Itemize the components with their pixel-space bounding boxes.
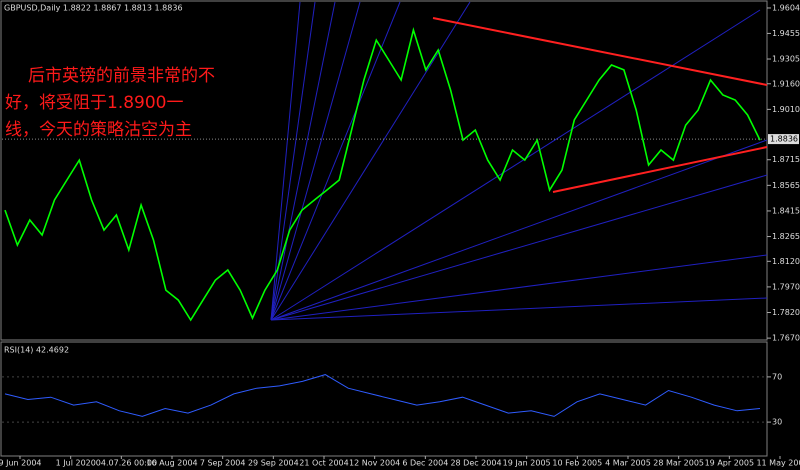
- trend-line: [432, 17, 768, 86]
- x-tick-label: 28 Dec 2004: [450, 459, 501, 468]
- y-tick-label: 1.7970: [772, 282, 800, 291]
- price-pane: [0, 0, 768, 341]
- chart-header: GBPUSD,Daily 1.8822 1.8867 1.8813 1.8836: [4, 4, 183, 13]
- price-line: [4, 27, 761, 322]
- x-tick-label: 19 Jan 2005: [503, 459, 551, 468]
- y-tick-label: 30: [772, 418, 782, 427]
- x-tick-label: 7 Sep 2004: [200, 459, 246, 468]
- x-tick-label: 29 Sep 2004: [248, 459, 299, 468]
- y-tick-label: 1.9305: [772, 55, 800, 64]
- y-tick-label: 1.8265: [772, 232, 800, 241]
- annotation: 好，将受阻于1.8900一: [5, 93, 183, 113]
- price-line: [4, 374, 761, 417]
- x-tick-label: 16 Aug 2004: [146, 459, 197, 468]
- rsi-pane: [0, 341, 768, 457]
- y-tick-label: 1.8120: [772, 257, 800, 266]
- x-tick-label: 2004.07.26 00:00: [86, 459, 157, 468]
- y-tick-label: 1.9455: [772, 29, 800, 38]
- x-tick-label: 4 Mar 2005: [605, 459, 651, 468]
- y-tick-label: 1.7670: [772, 334, 800, 343]
- annotation: 线，今天的策略沽空为主: [5, 120, 192, 140]
- x-tick-label: 9 Jun 2004: [0, 459, 42, 468]
- x-tick-label: 10 Feb 2005: [552, 459, 602, 468]
- y-tick-label: 1.8565: [772, 181, 800, 190]
- y-tick-label: 1.9160: [772, 79, 800, 88]
- x-tick-label: 12 Nov 2004: [349, 459, 400, 468]
- gann-fan: [270, 1, 768, 321]
- x-tick-label: 28 Mar 2005: [653, 459, 704, 468]
- current-price: 1.8836: [770, 135, 798, 144]
- rsi-header: RSI(14) 42.4692: [4, 346, 69, 355]
- annotation: 后市英镑的前景非常的不: [28, 66, 215, 86]
- x-tick-label: 11 May 200: [756, 459, 800, 468]
- x-tick-label: 1 Jul 20: [56, 459, 86, 468]
- y-tick-label: 1.8715: [772, 155, 800, 164]
- y-tick-label: 1.7820: [772, 308, 800, 317]
- trend-line: [552, 146, 768, 193]
- y-tick-label: 1.8415: [772, 206, 800, 215]
- x-tick-label: 21 Oct 2004: [299, 459, 348, 468]
- y-tick-label: 1.9010: [772, 105, 800, 114]
- y-tick-label: 70: [772, 372, 782, 381]
- x-tick-label: 6 Dec 2004: [402, 459, 448, 468]
- y-tick-label: 1.9604: [772, 3, 800, 12]
- current-price-box: [768, 134, 799, 145]
- x-tick-label: 19 Apr 2005: [705, 459, 754, 468]
